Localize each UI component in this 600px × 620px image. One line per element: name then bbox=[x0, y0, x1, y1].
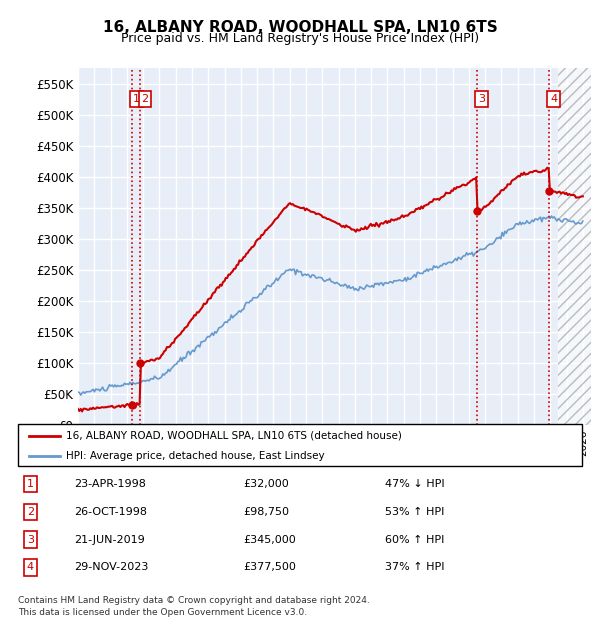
Text: 53% ↑ HPI: 53% ↑ HPI bbox=[385, 507, 444, 517]
Text: 37% ↑ HPI: 37% ↑ HPI bbox=[385, 562, 444, 572]
Text: 16, ALBANY ROAD, WOODHALL SPA, LN10 6TS: 16, ALBANY ROAD, WOODHALL SPA, LN10 6TS bbox=[103, 20, 497, 35]
Text: £98,750: £98,750 bbox=[244, 507, 290, 517]
Text: £377,500: £377,500 bbox=[244, 562, 296, 572]
Text: HPI: Average price, detached house, East Lindsey: HPI: Average price, detached house, East… bbox=[66, 451, 325, 461]
Text: 2: 2 bbox=[142, 94, 149, 104]
Text: 23-APR-1998: 23-APR-1998 bbox=[74, 479, 146, 489]
Bar bbox=[559, 68, 591, 425]
Text: 4: 4 bbox=[27, 562, 34, 572]
Text: 3: 3 bbox=[478, 94, 485, 104]
Text: 60% ↑ HPI: 60% ↑ HPI bbox=[385, 534, 444, 544]
Text: 1: 1 bbox=[27, 479, 34, 489]
Text: 1: 1 bbox=[133, 94, 140, 104]
Text: £345,000: £345,000 bbox=[244, 534, 296, 544]
Text: 4: 4 bbox=[550, 94, 557, 104]
Text: £32,000: £32,000 bbox=[244, 479, 289, 489]
Bar bbox=[559, 68, 591, 425]
Text: 2: 2 bbox=[27, 507, 34, 517]
Text: 29-NOV-2023: 29-NOV-2023 bbox=[74, 562, 149, 572]
Text: Price paid vs. HM Land Registry's House Price Index (HPI): Price paid vs. HM Land Registry's House … bbox=[121, 32, 479, 45]
Text: 21-JUN-2019: 21-JUN-2019 bbox=[74, 534, 145, 544]
Text: Contains HM Land Registry data © Crown copyright and database right 2024.: Contains HM Land Registry data © Crown c… bbox=[18, 596, 370, 606]
Text: 3: 3 bbox=[27, 534, 34, 544]
Text: 16, ALBANY ROAD, WOODHALL SPA, LN10 6TS (detached house): 16, ALBANY ROAD, WOODHALL SPA, LN10 6TS … bbox=[66, 431, 402, 441]
Text: 26-OCT-1998: 26-OCT-1998 bbox=[74, 507, 148, 517]
Text: 47% ↓ HPI: 47% ↓ HPI bbox=[385, 479, 444, 489]
Text: This data is licensed under the Open Government Licence v3.0.: This data is licensed under the Open Gov… bbox=[18, 608, 307, 617]
